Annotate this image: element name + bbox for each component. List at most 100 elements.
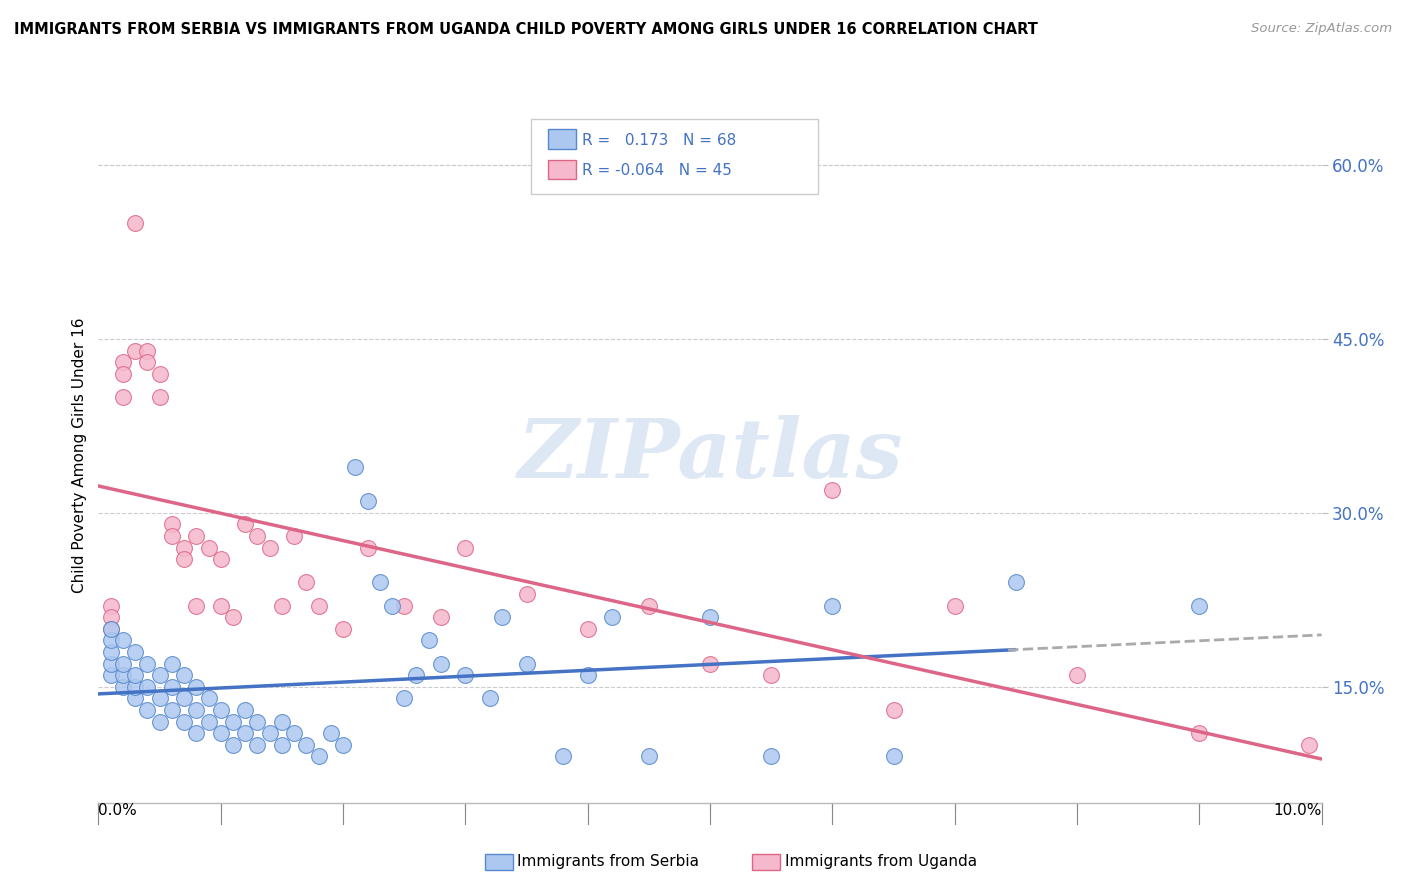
Point	[259, 541, 281, 555]
Point	[100, 645, 122, 659]
Point	[246, 738, 269, 752]
Point	[111, 355, 134, 369]
Point	[209, 703, 232, 717]
Y-axis label: Child Poverty Among Girls Under 16: Child Poverty Among Girls Under 16	[72, 318, 87, 592]
Point	[883, 749, 905, 764]
Point	[699, 610, 721, 624]
Point	[430, 610, 453, 624]
Point	[283, 726, 305, 740]
Point	[1066, 668, 1088, 682]
Point	[111, 390, 134, 404]
Point	[136, 657, 159, 671]
Point	[516, 657, 538, 671]
Point	[197, 714, 219, 729]
Point	[332, 738, 354, 752]
Point	[186, 680, 208, 694]
Point	[295, 738, 318, 752]
Point	[173, 691, 195, 706]
Point	[209, 599, 232, 613]
Point	[233, 517, 256, 532]
Text: IMMIGRANTS FROM SERBIA VS IMMIGRANTS FROM UGANDA CHILD POVERTY AMONG GIRLS UNDER: IMMIGRANTS FROM SERBIA VS IMMIGRANTS FRO…	[14, 22, 1038, 37]
Point	[1298, 738, 1320, 752]
Point	[699, 657, 721, 671]
Point	[1188, 726, 1211, 740]
Point	[124, 216, 146, 230]
Point	[186, 529, 208, 543]
Point	[124, 668, 146, 682]
Point	[759, 668, 782, 682]
Point	[454, 668, 477, 682]
Text: R =   0.173   N = 68: R = 0.173 N = 68	[582, 133, 737, 147]
Point	[270, 599, 292, 613]
Point	[283, 529, 305, 543]
Point	[186, 703, 208, 717]
Text: ZIPatlas: ZIPatlas	[517, 415, 903, 495]
Point	[344, 459, 367, 474]
Point	[149, 691, 172, 706]
Point	[368, 575, 391, 590]
Point	[308, 599, 330, 613]
Point	[173, 714, 195, 729]
Point	[270, 714, 292, 729]
Point	[576, 622, 599, 636]
Point	[381, 599, 404, 613]
Point	[124, 680, 146, 694]
Point	[160, 529, 183, 543]
Point	[637, 749, 661, 764]
Point	[600, 610, 623, 624]
Point	[173, 668, 195, 682]
Point	[270, 738, 292, 752]
Point	[418, 633, 440, 648]
Point	[100, 668, 122, 682]
Point	[576, 668, 599, 682]
Point	[943, 599, 966, 613]
Point	[149, 390, 172, 404]
Point	[100, 610, 122, 624]
Point	[136, 343, 159, 358]
Point	[246, 529, 269, 543]
Text: 0.0%: 0.0%	[98, 803, 138, 818]
Text: R = -0.064   N = 45: R = -0.064 N = 45	[582, 163, 733, 178]
Point	[111, 668, 134, 682]
Point	[111, 680, 134, 694]
Point	[209, 552, 232, 566]
Point	[222, 610, 245, 624]
Point	[111, 657, 134, 671]
Point	[478, 691, 501, 706]
Text: Source: ZipAtlas.com: Source: ZipAtlas.com	[1251, 22, 1392, 36]
Text: 10.0%: 10.0%	[1274, 803, 1322, 818]
Point	[1188, 599, 1211, 613]
Point	[100, 657, 122, 671]
Point	[100, 622, 122, 636]
Point	[173, 552, 195, 566]
Point	[430, 657, 453, 671]
Point	[149, 714, 172, 729]
Point	[1004, 575, 1026, 590]
Point	[124, 645, 146, 659]
Text: Immigrants from Uganda: Immigrants from Uganda	[785, 855, 977, 869]
Point	[160, 517, 183, 532]
Point	[319, 726, 342, 740]
Point	[124, 691, 146, 706]
Point	[405, 668, 427, 682]
Point	[821, 483, 844, 497]
Point	[233, 703, 256, 717]
Point	[209, 726, 232, 740]
Point	[759, 749, 782, 764]
Text: Immigrants from Serbia: Immigrants from Serbia	[517, 855, 699, 869]
Point	[149, 367, 172, 381]
Point	[356, 541, 378, 555]
Point	[173, 541, 195, 555]
Point	[100, 599, 122, 613]
Point	[222, 738, 245, 752]
Point	[295, 575, 318, 590]
Point	[136, 703, 159, 717]
Point	[392, 599, 416, 613]
Point	[356, 494, 378, 508]
Point	[100, 622, 122, 636]
Point	[160, 703, 183, 717]
Point	[222, 714, 245, 729]
Point	[553, 749, 575, 764]
Point	[136, 680, 159, 694]
Point	[259, 726, 281, 740]
